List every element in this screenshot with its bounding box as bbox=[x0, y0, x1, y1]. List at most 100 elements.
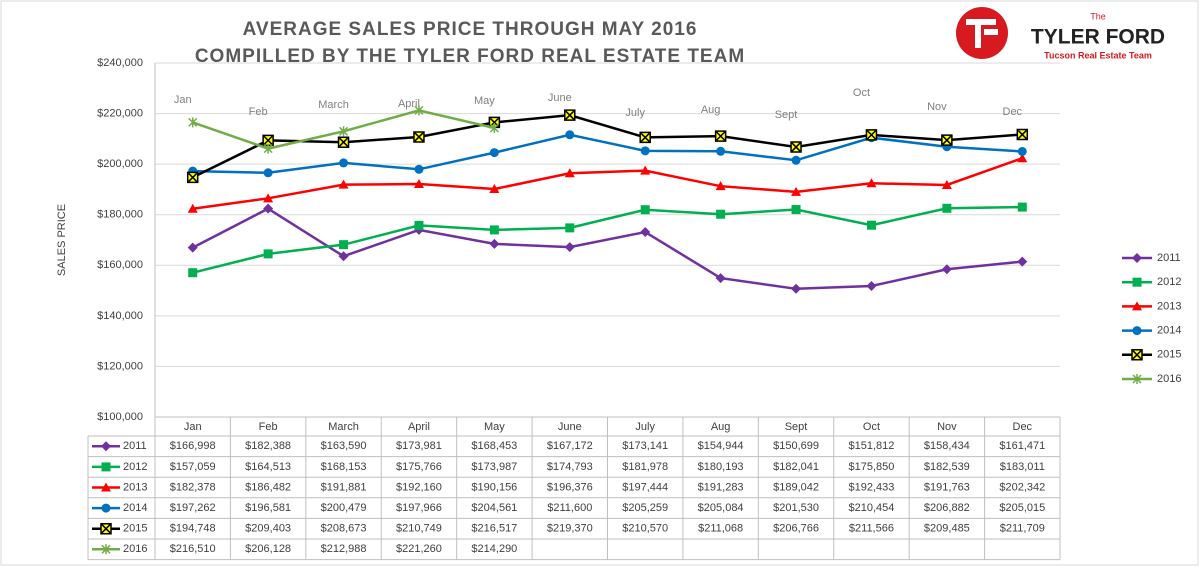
marker bbox=[715, 181, 726, 191]
marker bbox=[263, 193, 274, 203]
marker bbox=[188, 117, 198, 128]
table-cell: $206,882 bbox=[924, 502, 970, 514]
x-tick-label: April bbox=[408, 421, 430, 433]
marker bbox=[1017, 202, 1027, 212]
table-cell: $173,987 bbox=[471, 461, 517, 473]
table-cell: $210,749 bbox=[396, 523, 442, 535]
marker bbox=[101, 462, 111, 472]
table-cell: $204,561 bbox=[471, 502, 517, 514]
marker bbox=[414, 164, 424, 174]
marker bbox=[1132, 301, 1142, 311]
table-cell: $216,517 bbox=[471, 523, 517, 535]
point-category-label: Jan bbox=[174, 94, 192, 106]
legend-label: 2013 bbox=[1157, 300, 1181, 312]
marker bbox=[489, 184, 500, 194]
series-line bbox=[192, 205, 1023, 274]
table-series-name: 2012 bbox=[123, 461, 147, 473]
marker bbox=[942, 203, 952, 213]
point-category-label: Sept bbox=[775, 109, 798, 121]
logo-tagline: Tucson Real Estate Team bbox=[1044, 50, 1152, 60]
table-cell: $168,453 bbox=[471, 440, 517, 452]
marker bbox=[791, 283, 802, 294]
table-cell: $167,172 bbox=[547, 440, 593, 452]
point-category-label: July bbox=[625, 107, 645, 119]
series-line bbox=[192, 113, 1023, 179]
logo-mark bbox=[956, 7, 1008, 59]
table-cell: $197,444 bbox=[622, 481, 668, 493]
marker bbox=[791, 205, 801, 215]
table-cell: $182,041 bbox=[773, 461, 819, 473]
marker bbox=[715, 273, 726, 284]
marker bbox=[1131, 349, 1143, 361]
marker bbox=[1017, 153, 1028, 163]
series-line bbox=[192, 157, 1023, 210]
table-cell: $205,015 bbox=[999, 502, 1045, 514]
x-tick-label: July bbox=[635, 421, 655, 433]
y-tick-label: $100,000 bbox=[97, 411, 143, 423]
table-cell: $192,433 bbox=[849, 481, 895, 493]
table-cell: $201,530 bbox=[773, 502, 819, 514]
legend-label: 2011 bbox=[1157, 252, 1181, 264]
marker bbox=[716, 146, 726, 156]
marker bbox=[413, 131, 425, 143]
table-cell: $200,479 bbox=[321, 502, 367, 514]
point-category-label: Aug bbox=[701, 104, 721, 116]
chart-title: AVERAGE SALES PRICE THROUGH MAY 2016 bbox=[243, 19, 698, 40]
legend-label: 2014 bbox=[1157, 325, 1181, 337]
x-tick-label: Sept bbox=[785, 421, 808, 433]
table-cell: $206,766 bbox=[773, 523, 819, 535]
y-tick-label: $120,000 bbox=[97, 360, 143, 372]
point-category-label: May bbox=[474, 95, 495, 107]
table-cell: $175,850 bbox=[849, 461, 895, 473]
marker bbox=[339, 126, 349, 137]
table-cell: $173,981 bbox=[396, 440, 442, 452]
table-cell: $150,699 bbox=[773, 440, 819, 452]
table-cell: $154,944 bbox=[698, 440, 744, 452]
table-cell: $168,153 bbox=[321, 461, 367, 473]
marker bbox=[101, 441, 111, 452]
marker bbox=[339, 240, 349, 250]
table-cell: $158,434 bbox=[924, 440, 970, 452]
table-cell: $166,998 bbox=[170, 440, 216, 452]
table-cell: $183,011 bbox=[1000, 461, 1045, 473]
table-cell: $164,513 bbox=[245, 461, 291, 473]
marker bbox=[187, 203, 198, 213]
marker bbox=[865, 129, 878, 141]
marker bbox=[263, 203, 274, 214]
marker bbox=[489, 225, 499, 235]
table-cell: $192,160 bbox=[396, 481, 442, 493]
table-cell: $175,766 bbox=[396, 461, 442, 473]
point-category-label: June bbox=[548, 92, 572, 104]
x-tick-label: Aug bbox=[711, 421, 731, 433]
table-cell: $202,342 bbox=[999, 481, 1045, 493]
table-cell: $212,988 bbox=[321, 543, 367, 555]
legend-label: 2012 bbox=[1157, 276, 1181, 288]
x-tick-label: Dec bbox=[1013, 421, 1033, 433]
marker bbox=[866, 280, 877, 291]
table-cell: $205,259 bbox=[622, 502, 668, 514]
point-category-label: Feb bbox=[249, 106, 268, 118]
table-cell: $214,290 bbox=[471, 543, 517, 555]
marker bbox=[639, 131, 651, 144]
table-cell: $210,454 bbox=[849, 502, 895, 514]
table-series-name: 2014 bbox=[123, 502, 147, 514]
marker bbox=[941, 264, 952, 275]
y-tick-label: $140,000 bbox=[97, 310, 143, 322]
marker bbox=[338, 251, 349, 262]
table-cell: $180,193 bbox=[698, 461, 744, 473]
table-cell: $206,128 bbox=[245, 543, 291, 555]
marker bbox=[791, 155, 801, 165]
marker bbox=[866, 220, 876, 230]
marker bbox=[1132, 374, 1142, 384]
table-cell: $191,763 bbox=[924, 481, 970, 493]
marker bbox=[1132, 253, 1142, 263]
series-line bbox=[192, 207, 1023, 291]
table-cell: $221,260 bbox=[396, 543, 442, 555]
marker bbox=[101, 503, 111, 513]
logo-small: The bbox=[1090, 11, 1106, 21]
table-cell: $216,510 bbox=[170, 543, 216, 555]
marker bbox=[262, 134, 274, 147]
marker bbox=[263, 143, 273, 154]
table-cell: $189,042 bbox=[773, 481, 819, 493]
